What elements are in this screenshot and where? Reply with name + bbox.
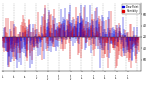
Legend: Dew Point, Humidity: Dew Point, Humidity bbox=[122, 4, 140, 14]
